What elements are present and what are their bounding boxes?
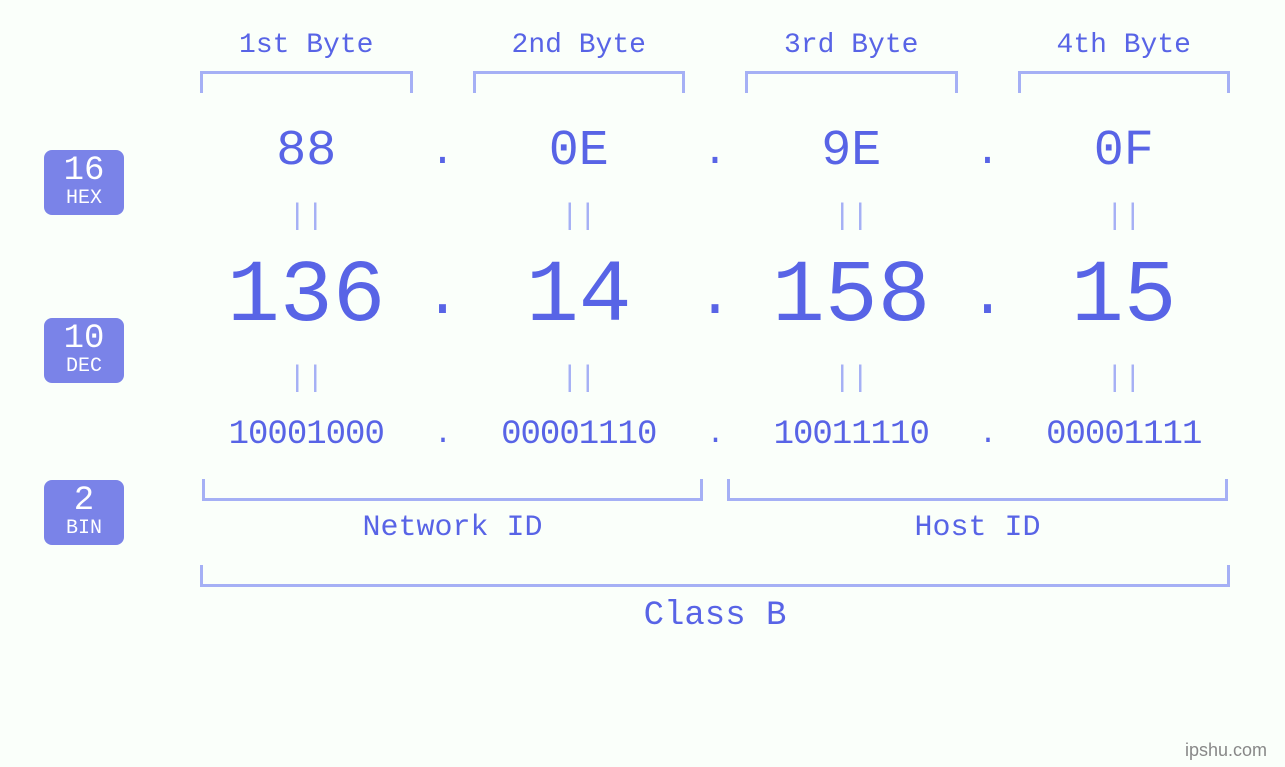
dec-dot-3: . [968,268,1008,328]
network-id-bracket [202,479,703,501]
bin-byte-4: 00001111 [1008,416,1241,454]
dec-byte-2: 14 [463,254,696,342]
byte-label-row: 1st Byte . 2nd Byte . 3rd Byte . 4th Byt… [190,30,1240,61]
bin-dot-3: . [968,418,1008,452]
badge-dec: 10 DEC [44,318,124,383]
eq-top-2: || [463,200,696,234]
hex-dot-1: . [423,128,463,176]
bin-byte-3: 10011110 [735,416,968,454]
byte-label-2: 2nd Byte [463,30,696,61]
eq-bot-3: || [735,362,968,396]
eq-top-3: || [735,200,968,234]
hex-byte-4: 0F [1008,123,1241,180]
bottom-brackets-area: Network ID Host ID Class B [190,479,1240,635]
byte-label-1: 1st Byte [190,30,423,61]
badge-dec-base: 10 [44,322,124,358]
top-bracket-2 [473,71,686,93]
badge-hex-label: HEX [44,188,124,209]
badge-bin: 2 BIN [44,480,124,545]
dec-dot-1: . [423,268,463,328]
hex-row: 88 . 0E . 9E . 0F [190,123,1240,180]
eq-bot-4: || [1008,362,1241,396]
bin-row: 10001000 . 00001110 . 10011110 . 0000111… [190,416,1240,454]
id-labels-row: Network ID Host ID [190,511,1240,545]
hex-dot-2: . [695,128,735,176]
bin-dot-2: . [695,418,735,452]
ip-grid: 1st Byte . 2nd Byte . 3rd Byte . 4th Byt… [190,30,1240,635]
equals-row-bottom: || . || . || . || [190,362,1240,396]
id-bracket-row [190,479,1240,501]
top-bracket-row [190,71,1240,93]
eq-top-1: || [190,200,423,234]
badge-hex-base: 16 [44,154,124,190]
host-id-label: Host ID [715,511,1240,545]
dec-byte-4: 15 [1008,254,1241,342]
bin-dot-1: . [423,418,463,452]
network-id-label: Network ID [190,511,715,545]
hex-byte-3: 9E [735,123,968,180]
class-label: Class B [190,597,1240,635]
bin-byte-2: 00001110 [463,416,696,454]
equals-row-top: || . || . || . || [190,200,1240,234]
bin-byte-1: 10001000 [190,416,423,454]
top-bracket-1 [200,71,413,93]
top-bracket-3 [745,71,958,93]
badge-dec-label: DEC [44,356,124,377]
dec-row: 136 . 14 . 158 . 15 [190,254,1240,342]
class-bracket [200,565,1230,587]
dec-dot-2: . [695,268,735,328]
byte-label-4: 4th Byte [1008,30,1241,61]
host-id-bracket [727,479,1228,501]
badge-bin-label: BIN [44,518,124,539]
hex-dot-3: . [968,128,1008,176]
eq-bot-1: || [190,362,423,396]
badge-hex: 16 HEX [44,150,124,215]
hex-byte-2: 0E [463,123,696,180]
dec-byte-3: 158 [735,254,968,342]
eq-top-4: || [1008,200,1241,234]
hex-byte-1: 88 [190,123,423,180]
dec-byte-1: 136 [190,254,423,342]
watermark: ipshu.com [1185,740,1267,761]
top-bracket-4 [1018,71,1231,93]
badge-bin-base: 2 [44,484,124,520]
byte-label-3: 3rd Byte [735,30,968,61]
eq-bot-2: || [463,362,696,396]
